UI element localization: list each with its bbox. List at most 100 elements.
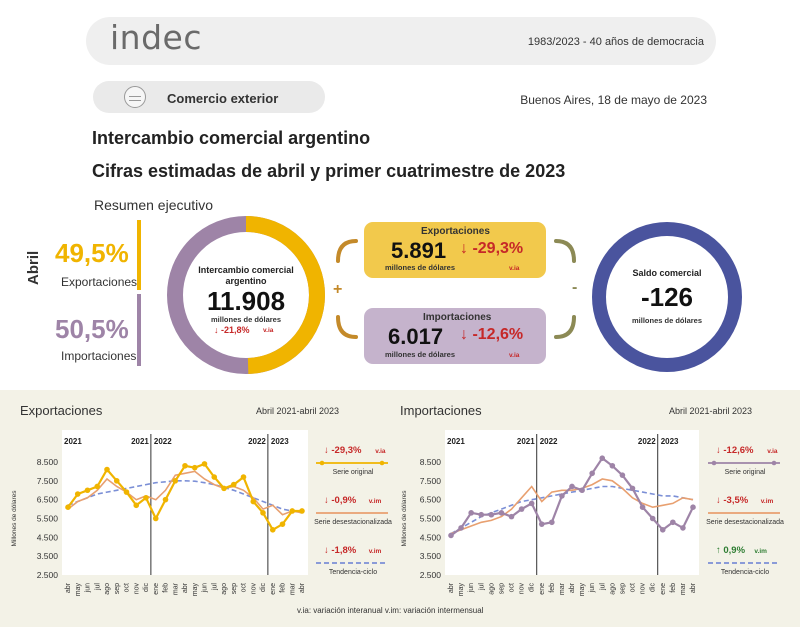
- intercambio-unit: millones de dólares: [210, 315, 282, 324]
- x-tick-label: may: [579, 583, 586, 597]
- data-point: [690, 504, 696, 510]
- bracket-right-bottom: [554, 315, 576, 339]
- x-tick-label: feb: [670, 583, 677, 593]
- report-title: Intercambio comercial argentino: [92, 128, 371, 148]
- data-point: [659, 527, 666, 533]
- data-point: [488, 511, 495, 518]
- data-point: [84, 487, 91, 494]
- data-point: [133, 502, 140, 509]
- x-tick-label: nov: [519, 583, 526, 595]
- x-tick-label: abr: [182, 582, 189, 593]
- y-tick-label: 6.500: [420, 495, 442, 505]
- data-point: [680, 525, 686, 531]
- x-tick-label: jun: [85, 583, 92, 593]
- data-point: [279, 521, 286, 527]
- series-line: [450, 478, 694, 535]
- indec-logo: indec: [110, 18, 202, 57]
- x-tick-label: jun: [202, 583, 209, 593]
- x-tick-label: ene: [539, 583, 546, 595]
- data-point: [468, 510, 474, 516]
- x-tick-label: mar: [172, 582, 179, 595]
- legend-change: ↓ -12,6%: [716, 445, 754, 456]
- y-tick-label: 2.500: [37, 570, 59, 580]
- data-point: [269, 527, 276, 533]
- data-point: [649, 515, 656, 522]
- imports-share-bar: [137, 294, 141, 366]
- saldo-unit: millones de dólares: [631, 316, 703, 325]
- y-axis-label: Millones de dólares: [11, 490, 18, 547]
- legend-label: Serie original: [333, 469, 374, 476]
- year-label: 2021: [447, 437, 465, 446]
- imports-chart-range: Abril 2021-abril 2023: [669, 406, 753, 416]
- x-tick-label: oct: [509, 583, 516, 592]
- y-tick-label: 8.500: [420, 457, 442, 467]
- data-point: [549, 519, 555, 526]
- saldo-ring: [592, 222, 742, 372]
- data-point: [123, 489, 130, 495]
- data-point: [579, 487, 585, 494]
- imports-box-title: Importaciones: [423, 312, 492, 323]
- x-tick-label: may: [75, 583, 82, 597]
- imports-box-unit: millones de dólares: [385, 350, 456, 359]
- x-tick-label: mar: [680, 582, 687, 595]
- legend-change: ↑ 0,9%: [716, 545, 746, 556]
- data-point: [639, 504, 646, 510]
- exports-chart-range: Abril 2021-abril 2023: [256, 406, 340, 416]
- y-tick-label: 5.500: [420, 514, 442, 524]
- data-point: [94, 483, 101, 490]
- intercambio-donut: [167, 216, 325, 374]
- year-label: 2023: [271, 437, 289, 446]
- exports-box-change: ↓ -29,3%: [460, 240, 524, 257]
- x-tick-label: jun: [468, 583, 475, 593]
- anniversary-text: 1983/2023 - 40 años de democracia: [527, 36, 704, 48]
- data-point: [250, 498, 257, 505]
- x-tick-label: sep: [498, 583, 505, 594]
- ship-icon: [124, 86, 146, 108]
- x-tick-label: mar: [559, 582, 566, 595]
- y-tick-label: 4.500: [420, 532, 442, 542]
- bracket-right-top: [554, 239, 576, 263]
- legend-change: ↓ -0,9%: [324, 495, 357, 506]
- data-point: [599, 455, 606, 462]
- imports-box-change: ↓ -12,6%: [460, 326, 524, 343]
- data-point: [191, 464, 198, 471]
- footnote: v.ia: variación interanual v.im: variaci…: [297, 606, 484, 615]
- legend-marker: [319, 460, 325, 466]
- legend-label: Serie desestacionalizada: [314, 519, 392, 526]
- intercambio-value: 11.908: [206, 286, 286, 316]
- x-tick-label: ene: [660, 583, 667, 595]
- x-tick-label: oct: [124, 583, 131, 592]
- y-tick-label: 2.500: [420, 570, 442, 580]
- data-point: [104, 466, 110, 473]
- series-line: [450, 485, 694, 535]
- y-tick-label: 6.500: [37, 495, 59, 505]
- y-tick-label: 7.500: [37, 476, 59, 486]
- data-point: [260, 510, 266, 516]
- legend-suffix: v.im: [754, 548, 767, 555]
- bracket-left-bottom: [336, 315, 358, 339]
- data-point: [299, 508, 305, 514]
- year-label: 2021: [131, 437, 149, 446]
- donut-exports-arc: [167, 216, 325, 374]
- x-tick-label: dic: [529, 583, 536, 592]
- legend-suffix: v.im: [761, 498, 774, 505]
- year-label: 2021: [517, 437, 535, 446]
- y-axis-label: Millones de dólares: [401, 490, 408, 547]
- y-tick-label: 5.500: [37, 514, 59, 524]
- x-tick-label: nov: [250, 583, 257, 595]
- exports-box-unit: millones de dólares: [385, 263, 456, 272]
- legend-suffix: v.ia: [375, 448, 386, 455]
- x-tick-label: jun: [589, 583, 596, 593]
- plus-sign: +: [333, 281, 343, 298]
- data-point: [211, 474, 218, 480]
- data-point: [74, 491, 81, 497]
- x-tick-label: ago: [104, 583, 111, 595]
- imports-share-label: Importaciones: [61, 349, 137, 363]
- plot-area: [62, 430, 308, 575]
- x-tick-label: ene: [270, 583, 277, 595]
- legend-suffix: v.im: [369, 498, 382, 505]
- x-tick-label: feb: [280, 583, 287, 593]
- legend-suffix: v.im: [369, 548, 382, 555]
- y-tick-label: 8.500: [37, 457, 59, 467]
- data-point: [538, 521, 545, 527]
